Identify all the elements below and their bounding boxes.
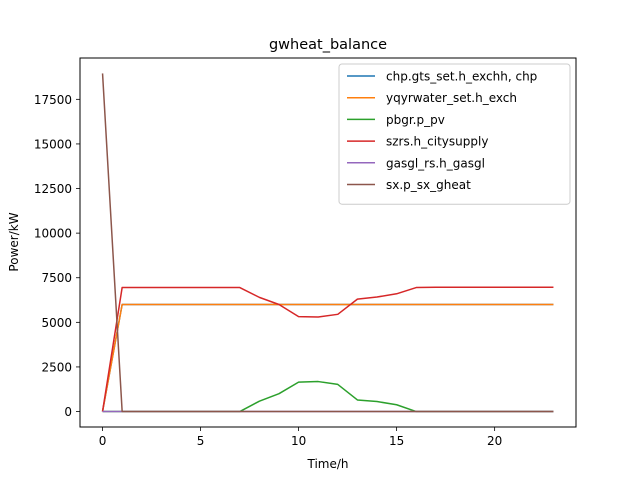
- x-tick-label: 5: [197, 434, 205, 448]
- y-tick-label: 7500: [41, 271, 72, 285]
- x-tick-label: 0: [99, 434, 107, 448]
- y-tick-label: 2500: [41, 360, 72, 374]
- legend-label-5: sx.p_sx_gheat: [386, 178, 471, 192]
- x-axis-ticks: 0 5 10 15 20: [99, 427, 502, 448]
- x-tick-label: 15: [389, 434, 404, 448]
- series-line-3: [101, 286, 554, 412]
- legend-label-3: szrs.h_citysupply: [386, 135, 488, 149]
- series-line-1: [101, 303, 554, 412]
- legend-label-1: yqyrwater_set.h_exch: [386, 91, 517, 105]
- y-tick-label: 10000: [34, 227, 72, 241]
- y-tick-label: 0: [64, 405, 72, 419]
- y-tick-label: 15000: [34, 137, 72, 151]
- y-tick-label: 17500: [34, 93, 72, 107]
- y-axis-label: Power/kW: [7, 212, 21, 271]
- plot-lines: [101, 73, 554, 413]
- plot-frame: [79, 57, 577, 428]
- series-line-5: [101, 73, 554, 413]
- legend-label-2: pbgr.p_pv: [386, 113, 445, 127]
- legend-label-4: gasgl_rs.h_gasgl: [386, 156, 485, 170]
- legend-label-0: chp.gts_set.h_exchh, chp: [386, 70, 537, 84]
- legend-box: [338, 63, 571, 205]
- chart-title: gwheat_balance: [269, 37, 387, 53]
- y-axis-ticks: 0 2500 5000 7500 10000 12500 15000 17500: [34, 93, 80, 419]
- legend: chp.gts_set.h_exchh, chp yqyrwater_set.h_…: [338, 63, 571, 205]
- x-axis-label: Time/h: [306, 457, 348, 471]
- x-tick-label: 10: [291, 434, 306, 448]
- x-tick-label: 20: [487, 434, 502, 448]
- y-tick-label: 12500: [34, 182, 72, 196]
- y-tick-label: 5000: [41, 316, 72, 330]
